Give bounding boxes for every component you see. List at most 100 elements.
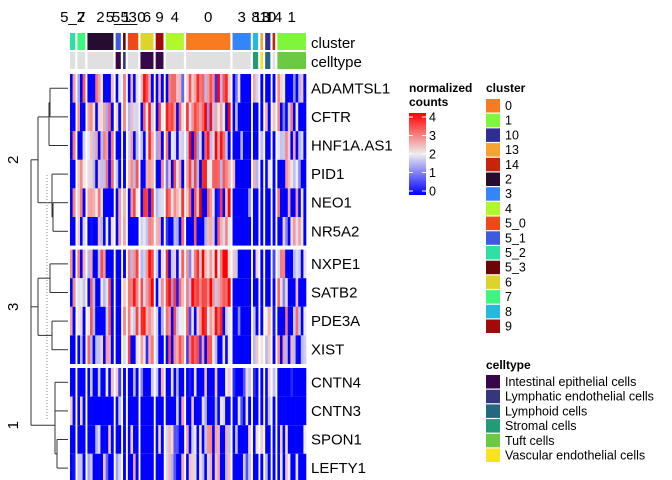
heatmap-cell [279, 396, 283, 426]
heatmap-cell [140, 425, 144, 454]
heatmap-cell [100, 188, 104, 217]
heatmap-cell [290, 249, 294, 279]
heatmap-cell [219, 335, 223, 364]
heatmap-cell [235, 159, 239, 189]
column-slice-label: 10 [259, 9, 276, 26]
heatmap-cell [135, 131, 139, 160]
heatmap-cell [148, 159, 152, 189]
heatmap-cell [290, 335, 294, 364]
heatmap-cell [298, 306, 302, 336]
heatmap-cell [277, 335, 281, 364]
heatmap-cell [303, 159, 307, 189]
heatmap-cell [155, 368, 159, 397]
heatmap-cell [300, 102, 304, 132]
heatmap-cell [209, 74, 213, 103]
heatmap-cell [103, 249, 106, 279]
cluster-legend-label: 10 [505, 128, 519, 142]
heatmap-cell [214, 368, 218, 397]
heatmap-cell [108, 188, 112, 217]
heatmap-cell [272, 368, 276, 397]
row-label: CNTN3 [311, 403, 361, 420]
heatmap-cell [225, 131, 229, 160]
heatmap-cell [160, 159, 164, 189]
heatmap-cell [160, 131, 164, 160]
heatmap-cell [282, 335, 286, 364]
column-slice-label: 3 [237, 9, 245, 26]
heatmap-cell [176, 425, 179, 454]
heatmap-cell [105, 278, 109, 307]
heatmap-cell [255, 249, 259, 279]
heatmap-cell [252, 368, 256, 397]
heatmap-cell [252, 249, 256, 279]
heatmap-cell [303, 102, 307, 132]
heatmap-cell [303, 335, 307, 364]
cluster-legend-swatch [486, 157, 500, 172]
heatmap-cell [176, 306, 179, 336]
row-slice-label: 3 [5, 303, 22, 311]
heatmap-cell [204, 425, 208, 454]
heatmap-cell [285, 453, 289, 480]
heatmap-cell [217, 131, 221, 160]
heatmap-cell [80, 217, 83, 246]
heatmap-cell [235, 217, 239, 246]
heatmap-cell [248, 74, 252, 103]
heatmap-cell [279, 102, 283, 132]
heatmap-cell [267, 278, 271, 307]
heatmap-cell [196, 425, 200, 454]
heatmap-cell [95, 335, 99, 364]
heatmap-cell [214, 159, 218, 189]
heatmap-cell [82, 74, 86, 103]
heatmap-cell [155, 188, 159, 217]
heatmap-cell [209, 249, 213, 279]
heatmap-cell [168, 278, 172, 307]
heatmap-cell [206, 74, 210, 103]
heatmap-cell [82, 306, 86, 336]
heatmap-cell [178, 306, 182, 336]
heatmap-cell [150, 188, 154, 217]
heatmap-cell [140, 368, 144, 397]
heatmap-cell [237, 278, 241, 307]
heatmap-cell [290, 278, 294, 307]
heatmap-cell [176, 74, 179, 103]
heatmap-cell [186, 306, 189, 336]
heatmap-cell [145, 217, 149, 246]
heatmap-cell [148, 188, 152, 217]
heatmap-cell [143, 74, 146, 103]
heatmap-cell [176, 217, 179, 246]
heatmap-cell [170, 425, 174, 454]
heatmap-cell [150, 425, 154, 454]
heatmap-cell [217, 217, 221, 246]
heatmap-cell [181, 74, 185, 103]
heatmap-cell [127, 249, 131, 279]
heatmap-body [70, 74, 307, 480]
heatmap-cell [92, 278, 96, 307]
heatmap-cell [100, 335, 104, 364]
heatmap-cell [155, 249, 159, 279]
heatmap-cell [285, 159, 289, 189]
heatmap-cell [95, 453, 99, 480]
heatmap-cell [242, 335, 246, 364]
heatmap-cell [118, 217, 122, 246]
heatmap-cell [165, 188, 169, 217]
heatmap-cell [77, 306, 81, 336]
heatmap-cell [135, 335, 139, 364]
heatmap-cell [170, 453, 174, 480]
heatmap-cell [219, 368, 223, 397]
heatmap-cell [219, 249, 223, 279]
heatmap-cell [165, 368, 169, 397]
heatmap-cell [165, 335, 169, 364]
heatmap-cell [298, 159, 302, 189]
heatmap-cell [260, 159, 264, 189]
heatmap-cell [292, 453, 296, 480]
heatmap-cell [133, 335, 136, 364]
heatmap-cell [181, 249, 185, 279]
heatmap-cell [165, 102, 169, 132]
heatmap-cell [235, 396, 239, 426]
heatmap-cell [232, 102, 236, 132]
heatmap-cell [97, 278, 101, 307]
heatmap-cell [225, 188, 229, 217]
heatmap-cell [225, 278, 229, 307]
heatmap-cell [222, 159, 226, 189]
heatmap-cell [82, 425, 86, 454]
heatmap-cell [201, 102, 205, 132]
